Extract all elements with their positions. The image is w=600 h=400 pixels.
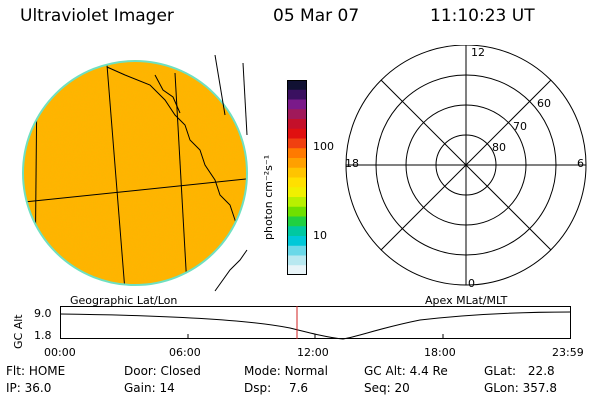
colorbar — [287, 80, 307, 275]
apex-caption: Apex MLat/MLT — [425, 294, 508, 307]
polar-label-80: 80 — [492, 141, 506, 154]
colorbar-unit-label: photon cm⁻²s⁻¹ — [262, 154, 275, 240]
colorbar-segment — [287, 236, 307, 247]
geographic-caption: Geographic Lat/Lon — [70, 294, 178, 307]
colorbar-segment — [287, 80, 307, 91]
polar-label-6: 6 — [577, 157, 584, 170]
colorbar-segment — [287, 187, 307, 198]
colorbar-tick-100: 100 — [313, 140, 334, 153]
altitude-plot — [60, 306, 572, 340]
polar-plot — [345, 45, 587, 286]
colorbar-segment — [287, 148, 307, 159]
colorbar-segment — [287, 119, 307, 130]
altitude-xtick-1200: 12:00 — [297, 346, 329, 359]
dsp-status: Dsp: 7.6 — [244, 381, 309, 395]
mode-status: Mode: Normal — [244, 364, 328, 378]
altitude-ytick-low: 1.8 — [34, 329, 52, 342]
ip-status: IP: 36.0 — [6, 381, 52, 395]
colorbar-segment — [287, 99, 307, 110]
time-label: 11:10:23 UT — [430, 6, 535, 26]
altitude-xtick-0000: 00:00 — [44, 346, 76, 359]
colorbar-segment — [287, 255, 307, 266]
glat-status: GLat: 22.8 — [484, 364, 555, 378]
altitude-xtick-2359: 23:59 — [552, 346, 584, 359]
colorbar-segment — [287, 265, 307, 275]
altitude-xtick-0600: 06:00 — [169, 346, 201, 359]
polar-label-0: 0 — [468, 277, 475, 290]
altitude-ylabel: GC Alt — [12, 314, 25, 349]
colorbar-segment — [287, 206, 307, 217]
gain-status: Gain: 14 — [124, 381, 175, 395]
altitude-xtick-1800: 18:00 — [424, 346, 456, 359]
colorbar-segment — [287, 128, 307, 139]
polar-label-18: 18 — [345, 157, 359, 170]
colorbar-segment — [287, 245, 307, 256]
polar-label-12: 12 — [471, 46, 485, 59]
colorbar-segment — [287, 226, 307, 237]
colorbar-segment — [287, 138, 307, 149]
polar-label-70: 70 — [513, 120, 527, 133]
colorbar-border — [287, 80, 307, 275]
seq-status: Seq: 20 — [364, 381, 410, 395]
gc-alt-status: GC Alt: 4.4 Re — [364, 364, 448, 378]
date-label: 05 Mar 07 — [273, 6, 360, 26]
colorbar-tick-10: 10 — [313, 229, 327, 242]
altitude-ytick-high: 9.0 — [34, 307, 52, 320]
instrument-title: Ultraviolet Imager — [20, 6, 174, 26]
colorbar-segment — [287, 216, 307, 227]
flight-status: Flt: HOME — [6, 364, 66, 378]
polar-label-60: 60 — [537, 97, 551, 110]
geographic-image — [22, 55, 248, 292]
glon-status: GLon: 357.8 — [484, 381, 557, 395]
colorbar-segment — [287, 109, 307, 120]
colorbar-segment — [287, 158, 307, 169]
colorbar-segment — [287, 89, 307, 100]
colorbar-segment — [287, 177, 307, 188]
colorbar-segment — [287, 167, 307, 178]
door-status: Door: Closed — [124, 364, 201, 378]
colorbar-segment — [287, 197, 307, 208]
